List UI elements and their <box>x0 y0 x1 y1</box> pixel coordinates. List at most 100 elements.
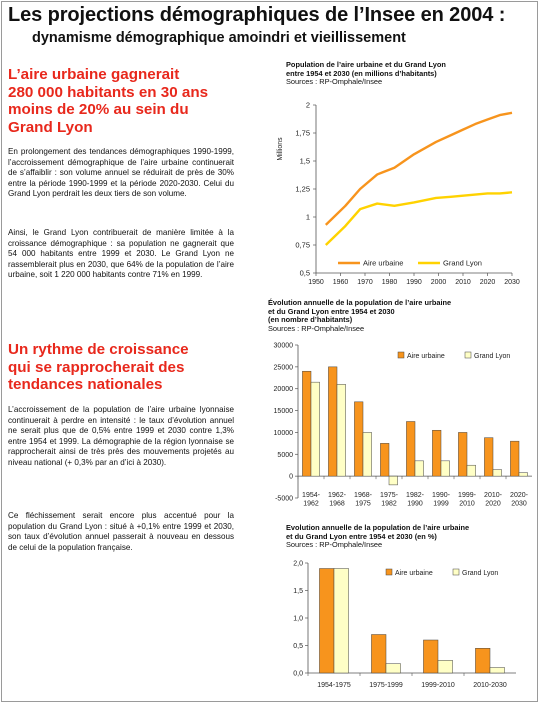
chart1-title: Population de l’aire urbaine et du Grand… <box>286 60 446 87</box>
bar-aire-urbaine <box>319 568 335 674</box>
y-tick-label: 2,0 <box>293 561 303 568</box>
category-label: 1999- <box>458 492 477 499</box>
series-line-aire-urbaine <box>324 111 513 226</box>
legend-label-aire-urbaine: Aire urbaine <box>363 259 403 268</box>
bar-grand-lyon <box>466 464 476 477</box>
y-tick-label: 2 <box>306 101 310 110</box>
category-label: 1982 <box>381 501 397 508</box>
category-label: 2010- <box>484 492 503 499</box>
chart1-title-line: Population de l’aire urbaine et du Grand… <box>286 60 446 69</box>
category-label: 2020- <box>510 492 529 499</box>
bar-aire-urbaine <box>423 639 439 674</box>
y-tick-label: 1,0 <box>293 616 303 623</box>
page-subtitle: dynamisme démographique amoindri et viei… <box>32 30 406 46</box>
x-tick-label: 1970 <box>357 279 373 286</box>
series-line-grand-lyon <box>324 191 513 246</box>
bar-grand-lyon <box>518 472 528 477</box>
y-tick-label: 15000 <box>274 408 294 415</box>
paragraph-1: En prolongement des tendances démographi… <box>8 147 234 199</box>
category-label: 1975- <box>380 492 399 499</box>
bar-aire-urbaine <box>328 366 338 477</box>
bar-aire-urbaine <box>484 437 494 477</box>
legend-swatch-grand-lyon <box>452 568 460 576</box>
y-tick-label: 1,5 <box>300 157 310 166</box>
x-tick-label: 1950 <box>308 279 324 286</box>
section-heading-growth-rate: Un rythme de croissance qui se rapproche… <box>8 341 189 394</box>
y-tick-label: 1 <box>306 213 310 222</box>
legend-label-grand-lyon: Grand Lyon <box>474 353 510 360</box>
y-tick-label: 1,75 <box>295 129 310 138</box>
category-label: 1975-1999 <box>369 682 403 689</box>
bar-grand-lyon <box>336 384 346 477</box>
x-tick-label: 2010 <box>455 279 471 286</box>
chart2-title-line: et du Grand Lyon entre 1954 et 2030 <box>268 306 395 316</box>
category-label: 1990- <box>432 492 451 499</box>
category-label: 1999 <box>433 501 449 508</box>
paragraph-2: Ainsi, le Grand Lyon contribuerait de ma… <box>8 228 234 280</box>
bar-grand-lyon <box>310 381 320 477</box>
y-tick-label: 10000 <box>274 430 294 437</box>
heading-line: Grand Lyon <box>8 118 93 136</box>
bar-aire-urbaine <box>458 432 468 477</box>
y-tick-label: 0 <box>289 474 293 481</box>
category-label: 2010 <box>459 501 475 508</box>
bar-grand-lyon <box>492 469 502 477</box>
x-tick-label: 1990 <box>406 279 422 286</box>
bar-grand-lyon <box>385 663 401 674</box>
legend-label-aire-urbaine: Aire urbaine <box>407 353 445 360</box>
category-label: 1962- <box>328 492 347 499</box>
bar-grand-lyon <box>414 460 424 477</box>
y-tick-label: 20000 <box>274 386 294 393</box>
chart3-annual-rate-bar-chart: 0,0 0,5 1,0 1,5 2,0 1954-1975 1975-1999 1999-20… <box>293 561 516 689</box>
chart1-title-line: entre 1954 et 2030 (en millions d’habita… <box>286 68 437 78</box>
x-tick-label: 1980 <box>382 279 398 286</box>
y-tick-label: 0,75 <box>295 241 310 250</box>
section-heading-urban-growth: L’aire urbaine gagnerait 280 000 habitan… <box>8 66 208 136</box>
chart2-title-line: (en nombre d’habitants) <box>268 315 353 325</box>
chart3-title: Evolution annuelle de la population de l… <box>286 523 470 550</box>
chart3-title-line: et du Grand Lyon entre 1954 et 2030 (en … <box>286 531 437 541</box>
category-label: 1975 <box>355 501 371 508</box>
chart2-annual-change-bar-chart: -5000 0 5000 10000 15000 20000 25000 30000 1954-… <box>274 343 532 508</box>
legend-label-aire-urbaine: Aire urbaine <box>395 570 433 577</box>
bar-aire-urbaine <box>475 648 491 674</box>
category-label: 1982- <box>406 492 425 499</box>
y-axis-label: Millions <box>277 137 284 161</box>
bar-grand-lyon <box>489 667 505 674</box>
bar-aire-urbaine <box>510 440 520 477</box>
bar-aire-urbaine <box>380 443 390 477</box>
category-label: 1954- <box>302 492 321 499</box>
x-tick-label: 1960 <box>333 279 349 286</box>
category-label: 1968 <box>329 501 345 508</box>
bar-aire-urbaine <box>302 370 312 477</box>
heading-line: moins de 20% au sein du <box>8 101 189 118</box>
chart2-title: Évolution annuelle de la population de l… <box>268 298 452 333</box>
y-tick-label: 1,25 <box>295 185 310 194</box>
legend-swatch-aire-urbaine <box>397 351 405 359</box>
y-tick-label: 30000 <box>274 343 294 350</box>
bar-grand-lyon <box>333 568 349 674</box>
category-label: 1968- <box>354 492 373 499</box>
paragraph-4: Ce fléchissement serait encore plus acce… <box>8 511 234 552</box>
legend-swatch-grand-lyon <box>464 351 472 359</box>
bar-aire-urbaine <box>406 421 416 477</box>
x-tick-label: 2030 <box>504 279 520 286</box>
chart2-title-line: Évolution annuelle de la population de l… <box>268 298 452 307</box>
y-tick-label: -5000 <box>275 496 293 503</box>
heading-line: Un rythme de croissance <box>8 341 189 358</box>
bar-grand-lyon <box>440 460 450 477</box>
category-label: 1954-1975 <box>317 682 351 689</box>
chart2-source: Sources : RP-Omphale/Insee <box>268 323 365 333</box>
bar-grand-lyon <box>437 660 453 674</box>
chart1-population-line-chart: 0,5 0,75 1 1,25 1,5 1,75 2 1950 1960 1970 1980 1990… <box>277 101 520 287</box>
legend-label-grand-lyon: Grand Lyon <box>443 259 482 268</box>
bar-aire-urbaine <box>371 634 387 674</box>
heading-line: 280 000 habitants en 30 ans <box>8 83 209 101</box>
y-tick-label: 0,0 <box>293 671 303 678</box>
chart3-title-line: Evolution annuelle de la population de l… <box>286 523 470 532</box>
category-label: 2030 <box>511 501 527 508</box>
heading-line: L’aire urbaine gagnerait <box>8 66 180 83</box>
chart1-source: Sources : RP-Omphale/Insee <box>286 77 383 87</box>
bar-grand-lyon <box>388 475 398 486</box>
